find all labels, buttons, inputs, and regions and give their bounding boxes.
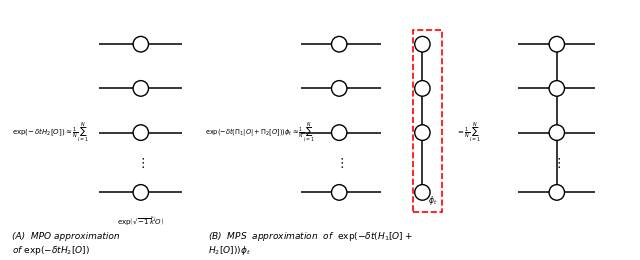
- Text: of $\exp(-\delta t H_2[O])$: of $\exp(-\delta t H_2[O])$: [12, 244, 90, 257]
- Ellipse shape: [415, 36, 430, 52]
- Ellipse shape: [332, 36, 347, 52]
- Ellipse shape: [415, 185, 430, 200]
- Text: $\vdots$: $\vdots$: [136, 155, 145, 170]
- Ellipse shape: [332, 81, 347, 96]
- Ellipse shape: [133, 185, 148, 200]
- Text: $\exp\!\left(\sqrt{-1}\tilde{k}^i O\right)$: $\exp\!\left(\sqrt{-1}\tilde{k}^i O\righ…: [117, 216, 164, 229]
- Ellipse shape: [133, 36, 148, 52]
- Ellipse shape: [549, 81, 564, 96]
- Text: $\exp(-\delta t(\Pi_1|O| + \Pi_2[O]))\phi_t \approx \frac{1}{N}\sum_{i=1}^{N}$: $\exp(-\delta t(\Pi_1|O| + \Pi_2[O]))\ph…: [205, 121, 314, 144]
- Text: $\exp(-\,\delta t H_2[O]) \approx \frac{1}{N}\sum_{i=1}^{N}$: $\exp(-\,\delta t H_2[O]) \approx \frac{…: [12, 121, 88, 144]
- Text: (B)  MPS  approximation  of  $\exp(-\delta t(H_1[O]+$: (B) MPS approximation of $\exp(-\delta t…: [208, 230, 413, 243]
- Text: $\vdots$: $\vdots$: [552, 155, 561, 170]
- Text: $\phi_t$: $\phi_t$: [428, 194, 437, 207]
- Ellipse shape: [133, 125, 148, 140]
- Text: (A)  MPO approximation: (A) MPO approximation: [12, 232, 119, 241]
- Ellipse shape: [549, 125, 564, 140]
- Text: $\vdots$: $\vdots$: [335, 155, 344, 170]
- Bar: [413, 30, 442, 212]
- Ellipse shape: [415, 125, 430, 140]
- Ellipse shape: [332, 185, 347, 200]
- Ellipse shape: [415, 81, 430, 96]
- Text: $H_2[O]))\phi_t$: $H_2[O]))\phi_t$: [208, 244, 251, 257]
- Ellipse shape: [549, 36, 564, 52]
- Ellipse shape: [549, 185, 564, 200]
- Ellipse shape: [332, 125, 347, 140]
- Ellipse shape: [133, 81, 148, 96]
- Text: $= \frac{1}{N}\sum_{i=1}^{N}$: $= \frac{1}{N}\sum_{i=1}^{N}$: [456, 121, 481, 144]
